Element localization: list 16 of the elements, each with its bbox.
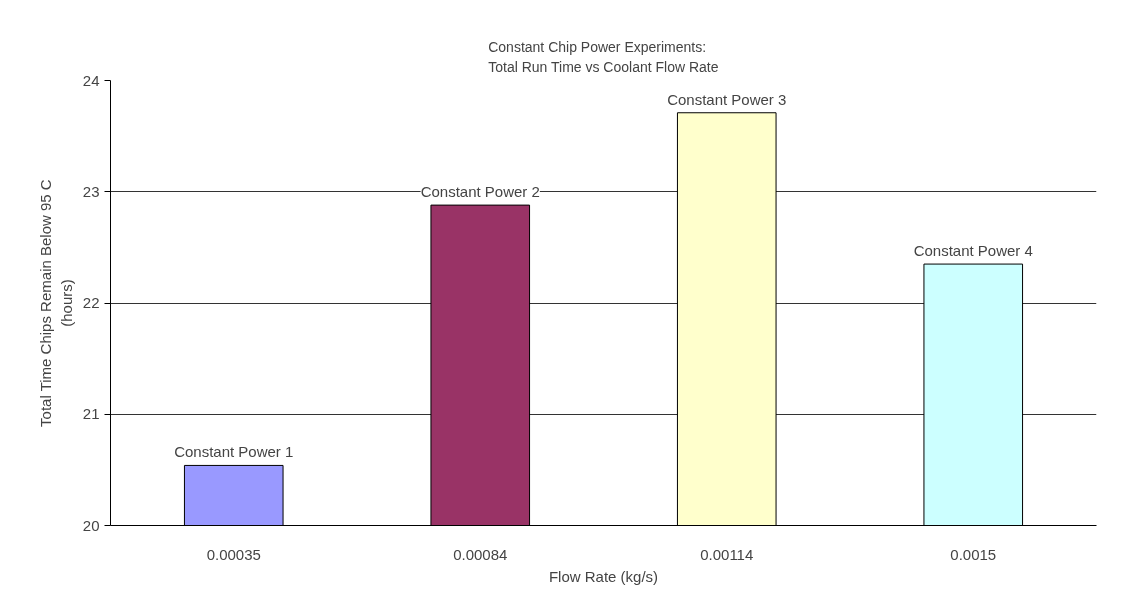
y-tick-label: 21 bbox=[82, 405, 100, 423]
annotation: Constant Power 1 bbox=[174, 443, 294, 461]
y-tick-label: 24 bbox=[82, 71, 100, 89]
annotation: Constant Power 4 bbox=[913, 242, 1033, 260]
x-tick-label: 0.0015 bbox=[950, 545, 997, 563]
x-tick-label: 0.00084 bbox=[453, 545, 508, 563]
y-tick-label: 22 bbox=[82, 294, 100, 311]
y-axis-title: Total Time Chips Remain Below 95 C (hours) bbox=[37, 179, 75, 427]
y-tick-label: 23 bbox=[82, 182, 100, 200]
x-axis-title: Flow Rate (kg/s) bbox=[548, 567, 659, 585]
y-tick-label: 20 bbox=[82, 516, 100, 534]
annotation: Constant Power 3 bbox=[667, 90, 787, 108]
chart-title: Constant Chip Power Experiments: Total Run Time vs Coolant Flow Rate bbox=[488, 38, 719, 76]
x-tick-label: 0.00114 bbox=[700, 545, 754, 563]
x-tick-label: 0.00035 bbox=[206, 545, 261, 563]
annotation: Constant Power 2 bbox=[420, 183, 540, 201]
